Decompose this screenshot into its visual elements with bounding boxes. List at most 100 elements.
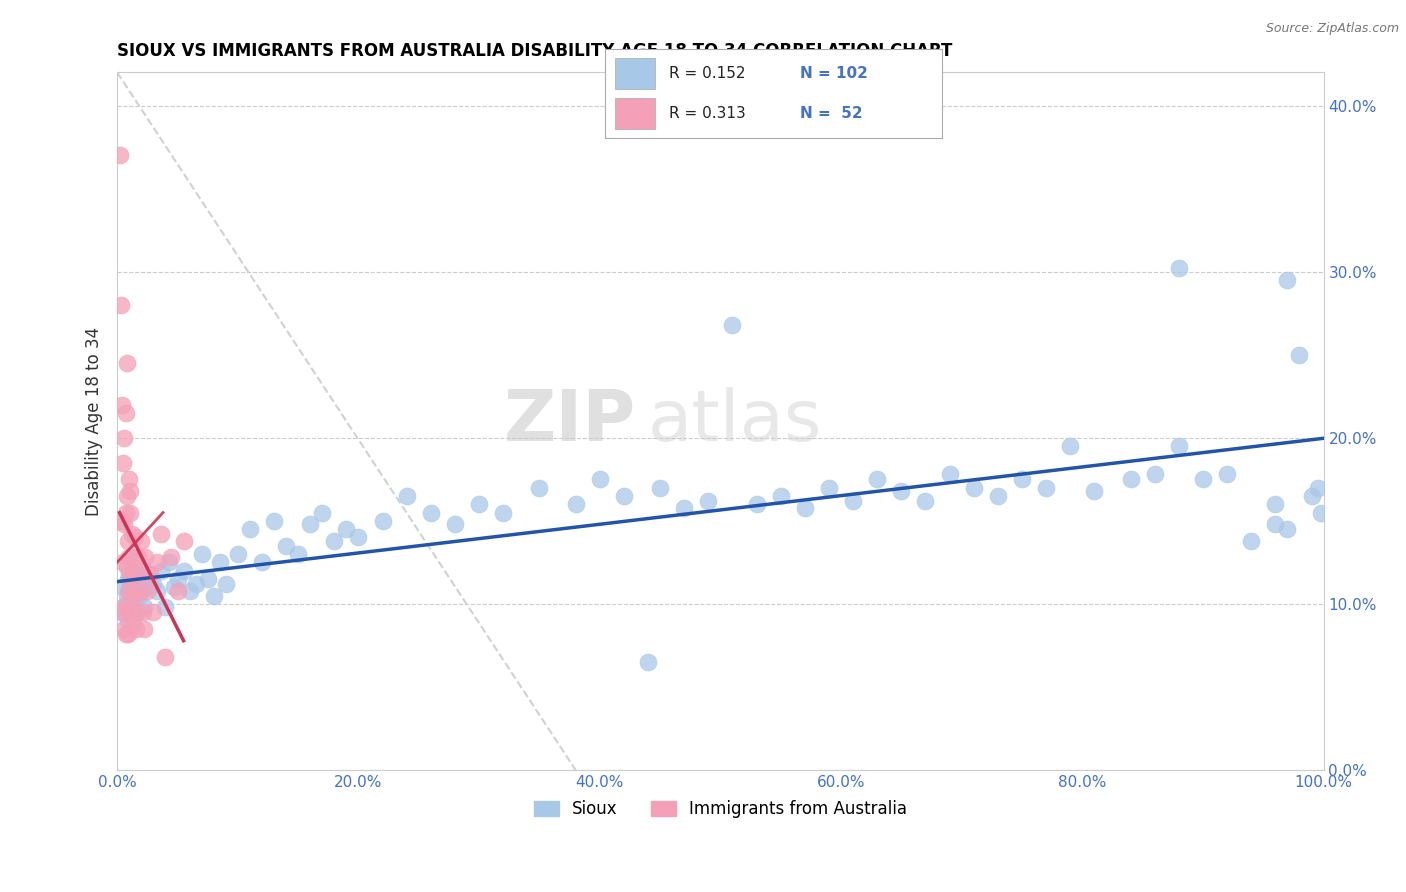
Point bbox=[120, 605, 142, 619]
Point bbox=[769, 489, 792, 503]
Point bbox=[136, 580, 159, 594]
Point bbox=[208, 555, 231, 569]
Point bbox=[1167, 261, 1189, 276]
Point bbox=[468, 497, 491, 511]
Point bbox=[122, 616, 145, 631]
Point bbox=[136, 583, 159, 598]
Point bbox=[142, 577, 165, 591]
Point bbox=[963, 481, 986, 495]
Point bbox=[124, 597, 146, 611]
Point bbox=[112, 517, 135, 532]
Point bbox=[492, 506, 515, 520]
Point bbox=[118, 597, 141, 611]
Point bbox=[121, 572, 143, 586]
Point bbox=[118, 605, 141, 619]
Point bbox=[239, 522, 262, 536]
Point bbox=[125, 583, 148, 598]
Point bbox=[697, 494, 720, 508]
Point bbox=[419, 506, 441, 520]
Text: R = 0.152: R = 0.152 bbox=[669, 66, 745, 81]
Point bbox=[118, 472, 141, 486]
Point bbox=[166, 583, 188, 598]
Point bbox=[129, 577, 152, 591]
Point bbox=[117, 572, 139, 586]
Point bbox=[673, 500, 696, 515]
Point bbox=[173, 533, 195, 548]
Point bbox=[127, 550, 149, 565]
Point bbox=[112, 431, 135, 445]
Point bbox=[529, 481, 551, 495]
Point bbox=[274, 539, 297, 553]
Point bbox=[589, 472, 612, 486]
Point bbox=[347, 531, 370, 545]
Point bbox=[323, 533, 346, 548]
Point bbox=[142, 605, 165, 619]
Point bbox=[1264, 497, 1286, 511]
Point bbox=[124, 577, 146, 591]
Point bbox=[1306, 481, 1329, 495]
Point bbox=[127, 605, 149, 619]
Point bbox=[121, 527, 143, 541]
Point bbox=[122, 567, 145, 582]
Point bbox=[122, 564, 145, 578]
Point bbox=[745, 497, 768, 511]
Point bbox=[132, 622, 155, 636]
Point bbox=[118, 583, 141, 598]
Point bbox=[112, 580, 135, 594]
Point bbox=[987, 489, 1010, 503]
Point bbox=[1143, 467, 1166, 482]
Point bbox=[395, 489, 418, 503]
Point bbox=[818, 481, 841, 495]
Point bbox=[1167, 439, 1189, 453]
Point bbox=[118, 567, 141, 582]
Point bbox=[793, 500, 815, 515]
Point bbox=[117, 533, 139, 548]
Point bbox=[1083, 483, 1105, 498]
Point bbox=[131, 583, 153, 598]
Point bbox=[120, 483, 142, 498]
Point bbox=[139, 572, 162, 586]
Point bbox=[121, 593, 143, 607]
Point bbox=[117, 627, 139, 641]
Point bbox=[139, 567, 162, 582]
Text: Source: ZipAtlas.com: Source: ZipAtlas.com bbox=[1265, 22, 1399, 36]
Point bbox=[120, 572, 142, 586]
Point bbox=[115, 560, 138, 574]
Point bbox=[146, 583, 169, 598]
Point bbox=[215, 577, 238, 591]
Point bbox=[112, 600, 135, 615]
Point bbox=[1240, 533, 1263, 548]
Point bbox=[131, 533, 153, 548]
Point bbox=[131, 572, 153, 586]
Point bbox=[1059, 439, 1081, 453]
Point bbox=[112, 555, 135, 569]
Point bbox=[157, 555, 180, 569]
Point bbox=[263, 514, 285, 528]
Point bbox=[163, 580, 186, 594]
Point bbox=[149, 564, 172, 578]
Point bbox=[108, 148, 131, 162]
Point bbox=[118, 550, 141, 565]
Point bbox=[371, 514, 394, 528]
Point bbox=[444, 517, 467, 532]
Point bbox=[114, 627, 136, 641]
Point bbox=[1277, 273, 1299, 287]
Point bbox=[124, 589, 146, 603]
Point bbox=[134, 564, 156, 578]
Point bbox=[134, 550, 156, 565]
Point bbox=[287, 547, 309, 561]
Point bbox=[1035, 481, 1057, 495]
Text: N = 102: N = 102 bbox=[800, 66, 868, 81]
Point bbox=[155, 650, 177, 665]
Point bbox=[114, 506, 136, 520]
Legend: Sioux, Immigrants from Australia: Sioux, Immigrants from Australia bbox=[527, 793, 914, 824]
Point bbox=[179, 583, 201, 598]
Point bbox=[112, 605, 135, 619]
Point bbox=[146, 555, 169, 569]
Point bbox=[866, 472, 889, 486]
Point bbox=[114, 597, 136, 611]
Point bbox=[190, 547, 212, 561]
Y-axis label: Disability Age 18 to 34: Disability Age 18 to 34 bbox=[86, 326, 103, 516]
Point bbox=[122, 550, 145, 565]
Point bbox=[184, 577, 207, 591]
